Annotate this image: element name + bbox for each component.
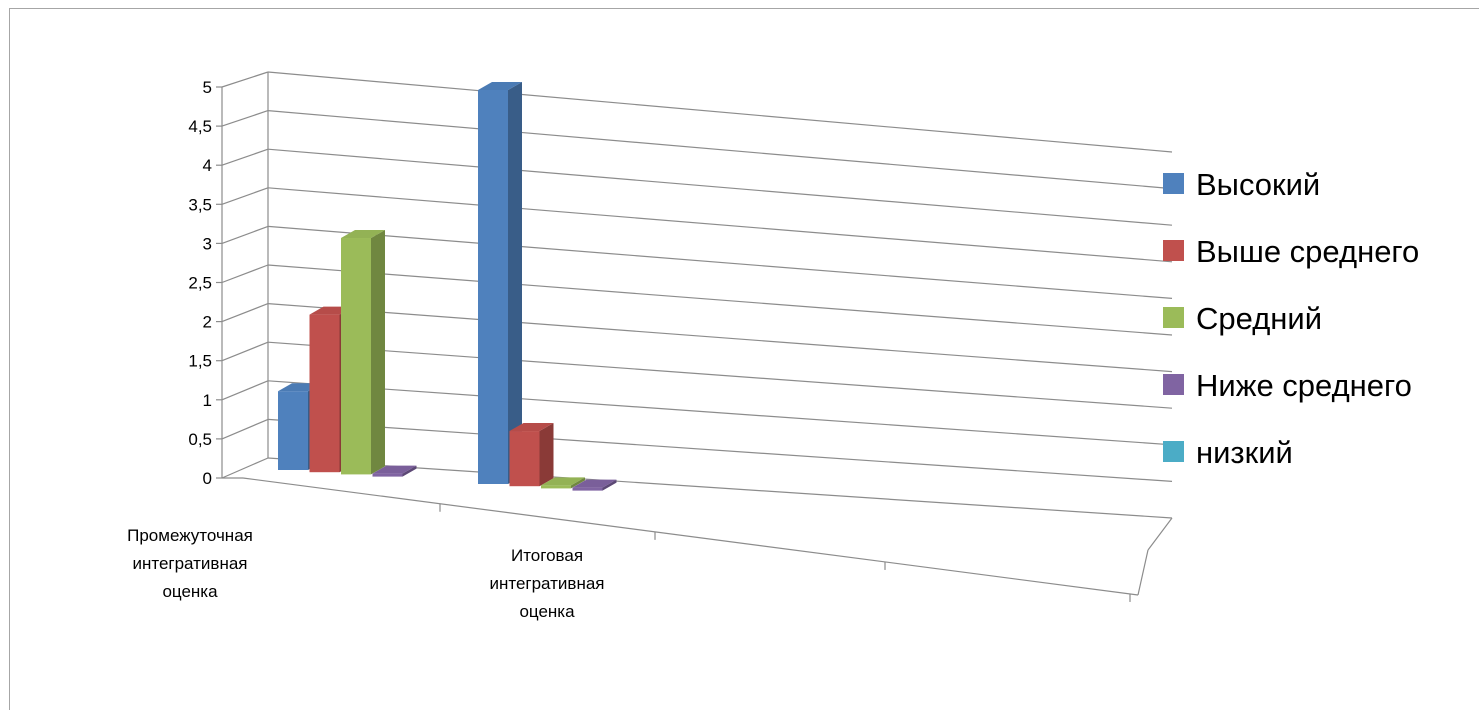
legend-label: низкий xyxy=(1196,435,1293,470)
bar-side xyxy=(508,82,522,484)
gridline-wall xyxy=(221,380,269,401)
category-label-line: интегративная xyxy=(132,554,247,573)
category-label-line: оценка xyxy=(162,582,218,601)
bar-front xyxy=(572,487,603,491)
bar xyxy=(478,82,522,484)
gridline-wall xyxy=(221,418,269,440)
grid-lines xyxy=(221,71,1173,482)
legend-entry: Средний xyxy=(1163,301,1322,336)
legend-swatch xyxy=(1163,173,1184,194)
chart-frame xyxy=(9,8,1479,710)
gridline xyxy=(267,264,1173,336)
gridline-wall xyxy=(221,187,269,205)
y-tick-label: 4 xyxy=(203,156,212,175)
bar-side xyxy=(402,465,417,477)
gridline xyxy=(267,303,1173,373)
legend-entry: Выше среднего xyxy=(1163,234,1419,269)
legend-label: Ниже среднего xyxy=(1196,368,1412,403)
gridline xyxy=(267,110,1173,190)
bar-side xyxy=(602,479,617,491)
bar-side xyxy=(571,477,585,489)
legend-entry: Высокий xyxy=(1163,167,1320,202)
gridline-wall xyxy=(221,110,269,127)
legend-swatch xyxy=(1163,240,1184,261)
bar-front xyxy=(541,485,571,489)
gridline-wall xyxy=(221,341,269,362)
bar-top xyxy=(478,82,522,90)
y-tick-label: 3 xyxy=(203,234,212,253)
gridline xyxy=(267,187,1173,263)
bar xyxy=(372,465,417,477)
x-axis-line xyxy=(242,477,1139,596)
y-tick-label: 1 xyxy=(203,391,212,410)
category-label-line: оценка xyxy=(519,602,575,621)
gridline-wall xyxy=(221,148,269,166)
y-tick-label: 1,5 xyxy=(188,352,212,371)
legend-swatch xyxy=(1163,374,1184,395)
y-tick-label: 0,5 xyxy=(188,430,212,449)
floor-back-edge xyxy=(267,457,1173,519)
bar-front xyxy=(372,473,403,477)
legend-swatch xyxy=(1163,441,1184,462)
gridline xyxy=(267,380,1173,446)
legend: Высокий Выше среднего Средний Ниже среднего… xyxy=(1163,167,1419,470)
gridline xyxy=(267,341,1173,409)
category-labels: Промежуточная интегративная оценкаИтоговая… xyxy=(127,526,604,621)
gridline xyxy=(267,418,1173,482)
y-tick-label: 4,5 xyxy=(188,117,212,136)
y-tick-label: 3,5 xyxy=(188,195,212,214)
bar-top xyxy=(541,477,585,486)
y-tick-labels: 0 0,5 1 1,5 2 2,5 3 3,5 4 4,5 5 xyxy=(188,78,212,488)
bar xyxy=(572,479,617,491)
category-label: Итоговая интегративная оценка xyxy=(489,546,604,621)
gridline-wall xyxy=(221,225,269,244)
gridline-wall xyxy=(221,71,269,88)
bar xyxy=(509,423,554,487)
bar-top xyxy=(372,465,417,474)
bar-side xyxy=(539,423,554,487)
gridline xyxy=(267,225,1173,299)
floor-edge xyxy=(1137,549,1149,596)
bar-front xyxy=(509,431,540,487)
bar-top xyxy=(509,423,554,432)
y-tick-label: 2,5 xyxy=(188,274,212,293)
legend-entry: Ниже среднего xyxy=(1163,368,1412,403)
gridline xyxy=(267,148,1173,226)
gridline-wall xyxy=(221,303,269,323)
bar xyxy=(541,477,585,489)
bar-top xyxy=(572,479,617,488)
legend-label: Средний xyxy=(1196,301,1322,336)
bar-side xyxy=(371,230,385,475)
gridline-wall xyxy=(221,457,269,479)
bar-front xyxy=(278,391,308,470)
gridline xyxy=(267,71,1173,153)
floor-edge xyxy=(1147,517,1173,551)
y-tick-label: 5 xyxy=(203,78,212,97)
y-tick-label: 2 xyxy=(203,313,212,332)
legend-entry: низкий xyxy=(1163,435,1293,470)
category-label-line: интегративная xyxy=(489,574,604,593)
gridline-wall xyxy=(221,264,269,284)
bar-front xyxy=(309,314,340,473)
legend-label: Высокий xyxy=(1196,167,1320,202)
category-label-line: Итоговая xyxy=(511,546,583,565)
bar xyxy=(341,230,385,475)
bar-top xyxy=(341,230,385,239)
bars xyxy=(278,82,617,491)
category-label: Промежуточная интегративная оценка xyxy=(127,526,253,601)
legend-swatch xyxy=(1163,307,1184,328)
bar-front xyxy=(341,238,371,475)
y-tick-label: 0 xyxy=(203,469,212,488)
axes xyxy=(216,72,1173,602)
legend-label: Выше среднего xyxy=(1196,234,1419,269)
bar-front xyxy=(478,90,508,484)
category-label-line: Промежуточная xyxy=(127,526,253,545)
